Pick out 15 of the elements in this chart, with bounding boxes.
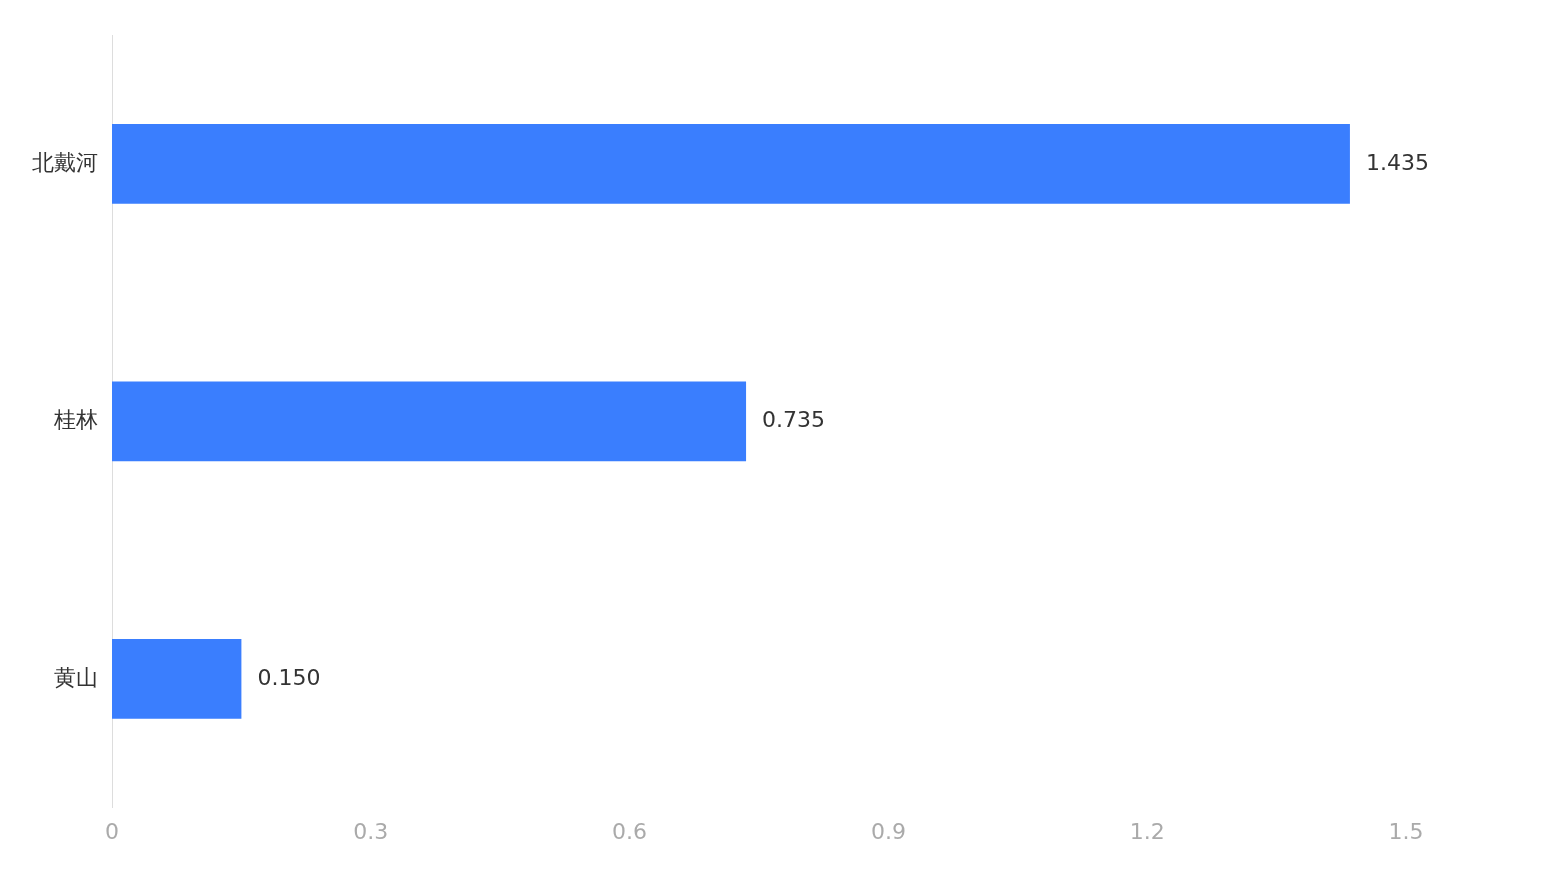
x-tick-label: 0.6: [612, 818, 648, 844]
data-label: 1.435: [1365, 149, 1429, 175]
data-label: 0.150: [257, 664, 321, 690]
x-tick-label: 0: [105, 818, 119, 844]
y-tick-label: 黄山: [54, 664, 98, 690]
bar: [112, 124, 1350, 204]
x-tick-label: 1.5: [1388, 818, 1424, 844]
y-tick-label: 北戴河: [32, 149, 98, 175]
y-tick-label: 桂林: [53, 407, 98, 433]
x-tick-label: 0.9: [870, 818, 906, 844]
bar: [112, 638, 242, 719]
data-label: 0.735: [762, 407, 826, 433]
x-tick-label: 1.2: [1129, 818, 1165, 844]
x-tick-label: 0.3: [353, 818, 389, 844]
bar: [112, 381, 747, 462]
